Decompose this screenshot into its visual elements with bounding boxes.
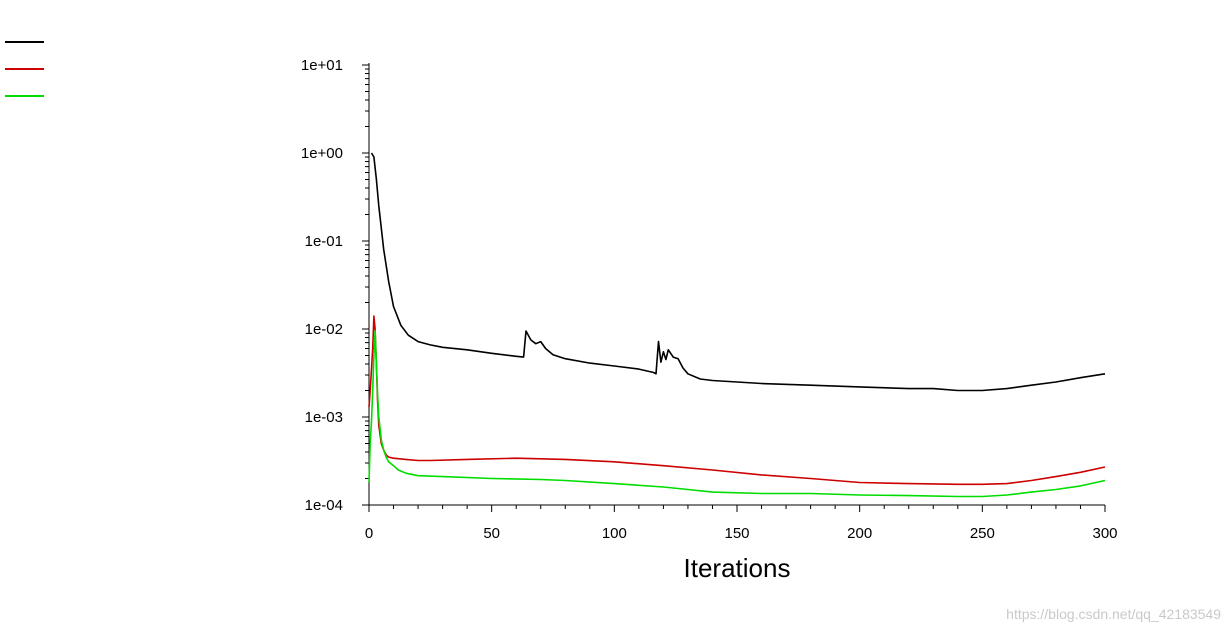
legend: [5, 41, 44, 97]
series-line-2: [368, 315, 1106, 486]
y-tick-label: 1e-01: [305, 233, 343, 250]
x-tick-label: 300: [1092, 525, 1117, 542]
y-tick-label: 1e-04: [305, 497, 343, 514]
x-axis-title: Iterations: [684, 553, 791, 583]
watermark: https://blog.csdn.net/qq_42183549: [1006, 606, 1221, 622]
x-tick-label: 150: [724, 525, 749, 542]
axes: 1e+01 1e+00 1e-01 1e-02 1e-03 1e-04 0 50 100 150 2…: [301, 57, 1118, 542]
y-tick-label: 1e+00: [301, 145, 343, 162]
x-tick-label: 200: [847, 525, 872, 542]
x-tick-label: 0: [365, 525, 373, 542]
series-line-1: [370, 152, 1106, 392]
x-tick-label: 100: [602, 525, 627, 542]
y-tick-label: 1e-02: [305, 321, 343, 338]
x-tick-label: 250: [970, 525, 995, 542]
y-tick-label: 1e+01: [301, 57, 343, 74]
x-tick-label: 50: [483, 525, 500, 542]
series-layer: [368, 152, 1106, 498]
y-tick-label: 1e-03: [305, 409, 343, 426]
series-line-3: [368, 330, 1106, 498]
